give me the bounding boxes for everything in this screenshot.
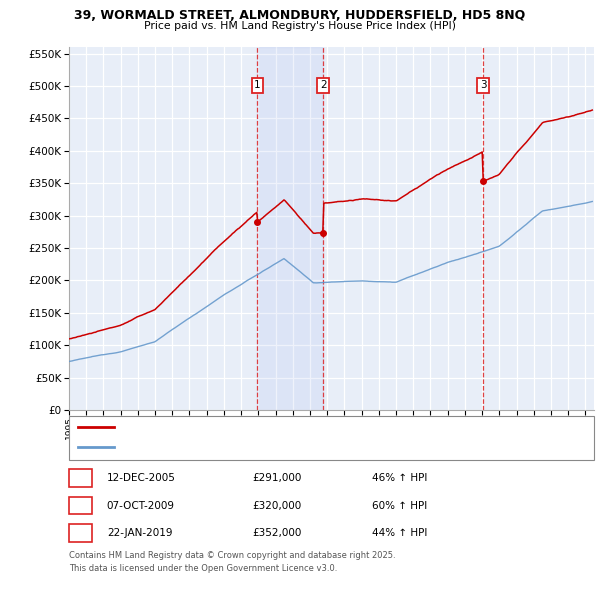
- Text: 2: 2: [320, 80, 326, 90]
- Bar: [257, 47, 323, 410]
- Text: £320,000: £320,000: [252, 501, 301, 510]
- Text: 39, WORMALD STREET, ALMONDBURY, HUDDERSFIELD, HD5 8NQ: 39, WORMALD STREET, ALMONDBURY, HUDDERSF…: [74, 9, 526, 22]
- Text: Contains HM Land Registry data © Crown copyright and database right 2025.: Contains HM Land Registry data © Crown c…: [69, 552, 395, 560]
- Text: 22-JAN-2019: 22-JAN-2019: [107, 528, 172, 537]
- Text: £291,000: £291,000: [252, 473, 301, 483]
- Text: 2: 2: [77, 501, 84, 510]
- Text: 07-OCT-2009: 07-OCT-2009: [107, 501, 175, 510]
- Text: This data is licensed under the Open Government Licence v3.0.: This data is licensed under the Open Gov…: [69, 565, 337, 573]
- Text: 3: 3: [480, 80, 487, 90]
- Text: 1: 1: [77, 473, 84, 483]
- Text: £352,000: £352,000: [252, 528, 301, 537]
- Text: 1: 1: [254, 80, 261, 90]
- Text: 46% ↑ HPI: 46% ↑ HPI: [372, 473, 427, 483]
- Text: 39, WORMALD STREET, ALMONDBURY, HUDDERSFIELD, HD5 8NQ (detached house): 39, WORMALD STREET, ALMONDBURY, HUDDERSF…: [123, 422, 533, 432]
- Text: 44% ↑ HPI: 44% ↑ HPI: [372, 528, 427, 537]
- Text: HPI: Average price, detached house, Kirklees: HPI: Average price, detached house, Kirk…: [123, 442, 343, 452]
- Text: 60% ↑ HPI: 60% ↑ HPI: [372, 501, 427, 510]
- Text: 3: 3: [77, 528, 84, 537]
- Text: Price paid vs. HM Land Registry's House Price Index (HPI): Price paid vs. HM Land Registry's House …: [144, 21, 456, 31]
- Text: 12-DEC-2005: 12-DEC-2005: [107, 473, 176, 483]
